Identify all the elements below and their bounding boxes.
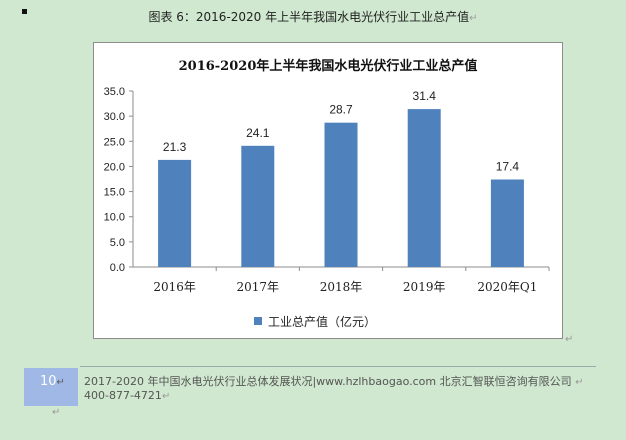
- chart-title: 2016-2020年上半年我国水电光伏行业工业总产值: [179, 58, 478, 74]
- figure-caption: 图表 6：2016-2020 年上半年我国水电光伏行业工业总产值↵: [0, 8, 626, 25]
- y-ticks: 0.0 5.0 10.0 15.0 20.0 25.0 30.0 35.0: [104, 86, 133, 274]
- footer-line-1: 2017-2020 年中国水电光伏行业总体发展状况|www.hzlhbaogao…: [84, 373, 604, 389]
- page-number-box: 10↵: [24, 368, 78, 406]
- page-number: 10: [40, 374, 57, 389]
- bar: [407, 109, 441, 267]
- bar: [324, 122, 358, 268]
- paragraph-mark: ↵: [161, 391, 171, 402]
- y-tick-label: 10.0: [104, 212, 125, 224]
- paragraph-mark: ↵: [52, 407, 61, 418]
- y-tick-label: 15.0: [104, 187, 125, 199]
- x-tick-label: 2018年: [320, 280, 363, 294]
- legend-label: 工业总产值（亿元）: [268, 314, 376, 329]
- footer-text-2: 400-877-4721: [84, 389, 162, 402]
- bars: 21.3 24.1 28.7 31.4 17.4: [158, 89, 524, 268]
- y-tick-label: 35.0: [104, 86, 125, 98]
- legend-swatch: [254, 317, 262, 325]
- y-tick-label: 30.0: [104, 111, 125, 123]
- x-tick-label: 2016年: [153, 280, 196, 294]
- x-tick-label: 2017年: [237, 280, 280, 294]
- data-label: 31.4: [413, 89, 437, 103]
- chart-frame: 2016-2020年上半年我国水电光伏行业工业总产值 0.0 5.0 10.0 15.…: [93, 42, 563, 339]
- bar: [158, 159, 192, 267]
- footer-line-2: 400-877-4721↵: [84, 389, 604, 402]
- footer-divider: [80, 366, 596, 367]
- list-bullet: [22, 9, 27, 14]
- data-label: 24.1: [246, 126, 270, 140]
- x-tick-label: 2020年Q1: [477, 280, 537, 294]
- footer-text-1: 2017-2020 年中国水电光伏行业总体发展状况|www.hzlhbaogao…: [84, 375, 572, 388]
- y-tick-label: 0.0: [110, 262, 125, 274]
- data-label: 28.7: [329, 103, 353, 117]
- y-tick-label: 25.0: [104, 136, 125, 148]
- bar: [241, 145, 275, 267]
- legend: 工业总产值（亿元）: [254, 314, 376, 329]
- paragraph-mark: ↵: [575, 377, 584, 388]
- figure-caption-text: 图表 6：2016-2020 年上半年我国水电光伏行业工业总产值: [148, 10, 470, 24]
- data-label: 21.3: [163, 140, 187, 154]
- paragraph-mark: ↵: [565, 334, 574, 345]
- data-label: 17.4: [496, 160, 520, 174]
- paragraph-mark: ↵: [469, 13, 478, 24]
- paragraph-mark: ↵: [56, 377, 65, 388]
- x-ticks: 2016年 2017年 2018年 2019年 2020年Q1: [153, 267, 550, 294]
- x-tick-label: 2019年: [403, 280, 446, 294]
- bar-chart: 2016-2020年上半年我国水电光伏行业工业总产值 0.0 5.0 10.0 15.…: [104, 58, 550, 329]
- y-tick-label: 20.0: [104, 161, 125, 173]
- bar: [490, 179, 524, 267]
- y-tick-label: 5.0: [110, 237, 125, 249]
